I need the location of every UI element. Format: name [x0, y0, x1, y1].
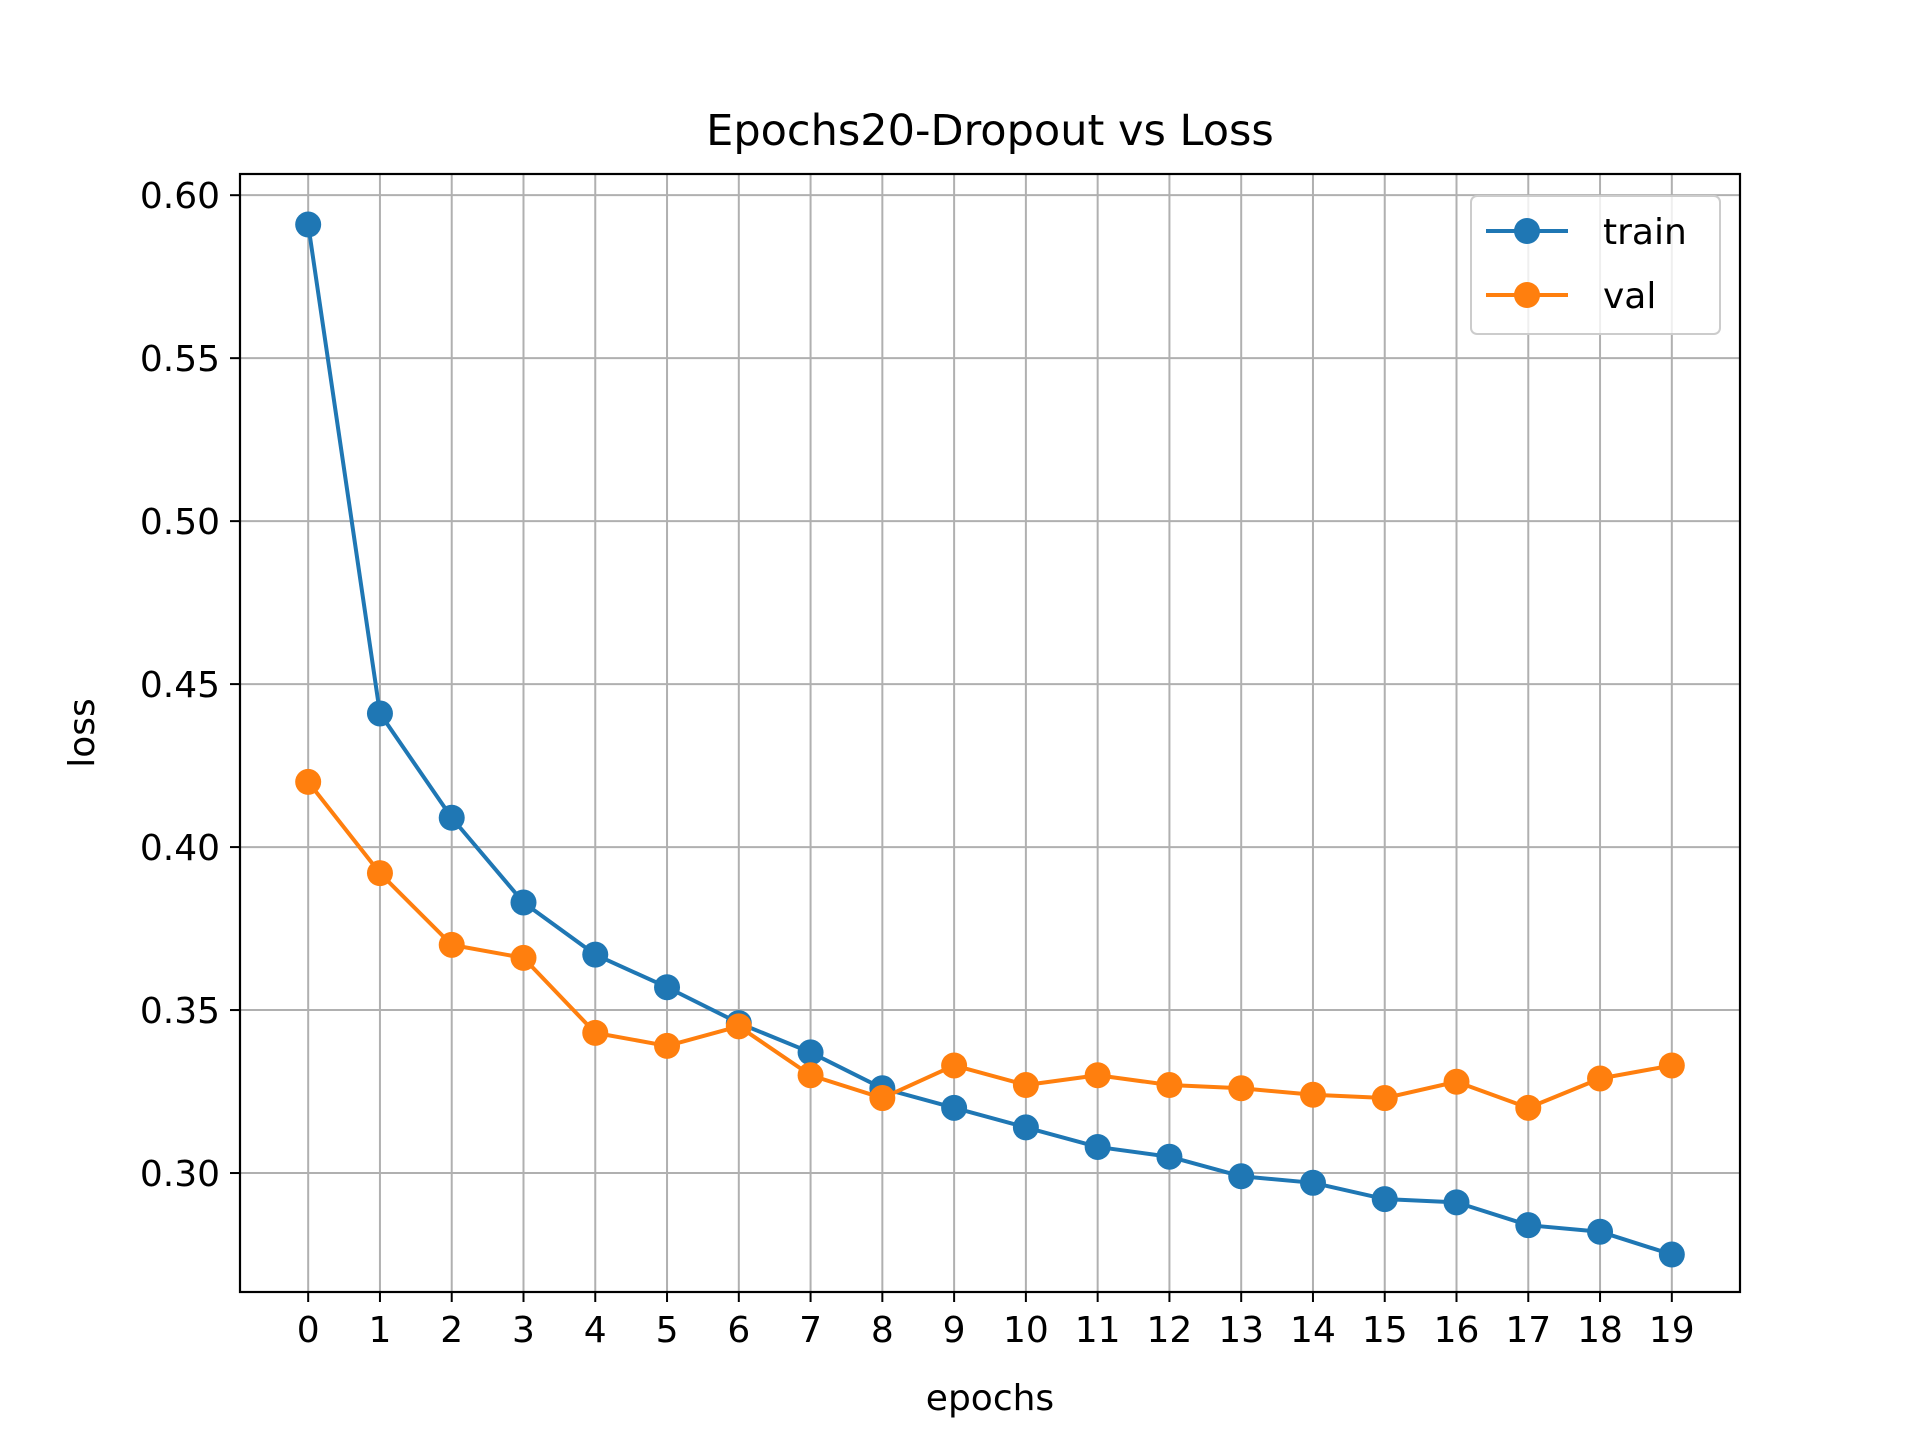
y-tick-label: 0.50	[140, 502, 220, 543]
data-point-val	[654, 1032, 681, 1059]
data-point-val	[510, 944, 537, 971]
legend-marker-train	[1514, 218, 1540, 244]
x-tick-label: 7	[799, 1310, 822, 1351]
data-point-train	[1012, 1114, 1039, 1141]
data-point-val	[1371, 1085, 1398, 1112]
series-val	[295, 768, 1685, 1121]
data-point-train	[295, 211, 322, 238]
x-tick-label: 18	[1577, 1310, 1623, 1351]
y-axis-label: loss	[62, 698, 103, 768]
data-point-val	[1658, 1052, 1685, 1079]
data-point-val	[941, 1052, 968, 1079]
x-tick-label: 4	[584, 1310, 607, 1351]
legend-label-val: val	[1603, 276, 1656, 317]
data-point-val	[1587, 1065, 1614, 1092]
data-point-train	[1371, 1186, 1398, 1213]
data-point-val	[1228, 1075, 1255, 1102]
legend-entry-train: train	[1486, 212, 1687, 253]
data-point-val	[1084, 1062, 1111, 1089]
data-point-train	[1515, 1212, 1542, 1239]
x-tick-label: 11	[1075, 1310, 1121, 1351]
data-point-train	[1587, 1218, 1614, 1245]
plot-area-frame	[238, 172, 1742, 1294]
data-point-train	[1299, 1169, 1326, 1196]
legend: train val	[1470, 195, 1721, 335]
data-point-val	[1443, 1068, 1470, 1095]
y-tick-label: 0.35	[140, 991, 220, 1032]
data-point-val	[1012, 1072, 1039, 1099]
data-point-val	[797, 1062, 824, 1089]
data-point-train	[941, 1094, 968, 1121]
x-tick-label: 12	[1147, 1310, 1193, 1351]
data-point-train	[510, 889, 537, 916]
data-point-train	[1156, 1143, 1183, 1170]
data-point-val	[295, 768, 322, 795]
y-tick-label: 0.60	[140, 176, 220, 217]
x-tick-label: 2	[440, 1310, 463, 1351]
legend-marker-val	[1514, 282, 1540, 308]
data-point-val	[366, 860, 393, 887]
x-tick-label: 1	[368, 1310, 391, 1351]
series-layer	[295, 211, 1685, 1268]
x-tick-label: 13	[1218, 1310, 1264, 1351]
x-tick-label: 0	[297, 1310, 320, 1351]
x-tick-label: 16	[1434, 1310, 1480, 1351]
x-tick-label: 5	[656, 1310, 679, 1351]
x-tick-label: 9	[943, 1310, 966, 1351]
x-tick-label: 15	[1362, 1310, 1408, 1351]
data-point-train	[438, 804, 465, 831]
data-point-train	[1084, 1133, 1111, 1160]
y-tick-label: 0.45	[140, 665, 220, 706]
data-point-train	[366, 700, 393, 727]
x-axis-label: epochs	[926, 1378, 1054, 1419]
data-point-val	[438, 931, 465, 958]
x-tick-label: 14	[1290, 1310, 1336, 1351]
data-point-train	[1443, 1189, 1470, 1216]
data-point-val	[725, 1013, 752, 1040]
legend-label-train: train	[1603, 212, 1687, 253]
data-point-val	[869, 1085, 896, 1112]
grid-layer	[240, 174, 1740, 1292]
x-tick-label: 19	[1649, 1310, 1695, 1351]
data-point-train	[582, 941, 609, 968]
x-tick-label: 6	[727, 1310, 750, 1351]
data-point-train	[1658, 1241, 1685, 1268]
data-point-train	[1228, 1163, 1255, 1190]
series-train	[295, 211, 1685, 1268]
x-tick-label: 3	[512, 1310, 535, 1351]
y-tick-label: 0.30	[140, 1154, 220, 1195]
y-tick-label: 0.40	[140, 828, 220, 869]
data-point-val	[1299, 1081, 1326, 1108]
legend-entry-val: val	[1486, 276, 1656, 317]
chart-title: Epochs20-Dropout vs Loss	[706, 106, 1274, 156]
data-point-val	[582, 1019, 609, 1046]
data-point-val	[1156, 1072, 1183, 1099]
data-point-train	[797, 1039, 824, 1066]
y-tick-label: 0.55	[140, 339, 220, 380]
x-tick-label: 17	[1505, 1310, 1551, 1351]
x-tick-label: 8	[871, 1310, 894, 1351]
x-tick-label: 10	[1003, 1310, 1049, 1351]
data-point-val	[1515, 1094, 1542, 1121]
ticks-layer: 0 1 2 3 4 5 6 7 8 9 10 11 12 13 14 15 16 17 18 190.300.350.…	[140, 176, 1695, 1351]
data-point-train	[654, 974, 681, 1001]
